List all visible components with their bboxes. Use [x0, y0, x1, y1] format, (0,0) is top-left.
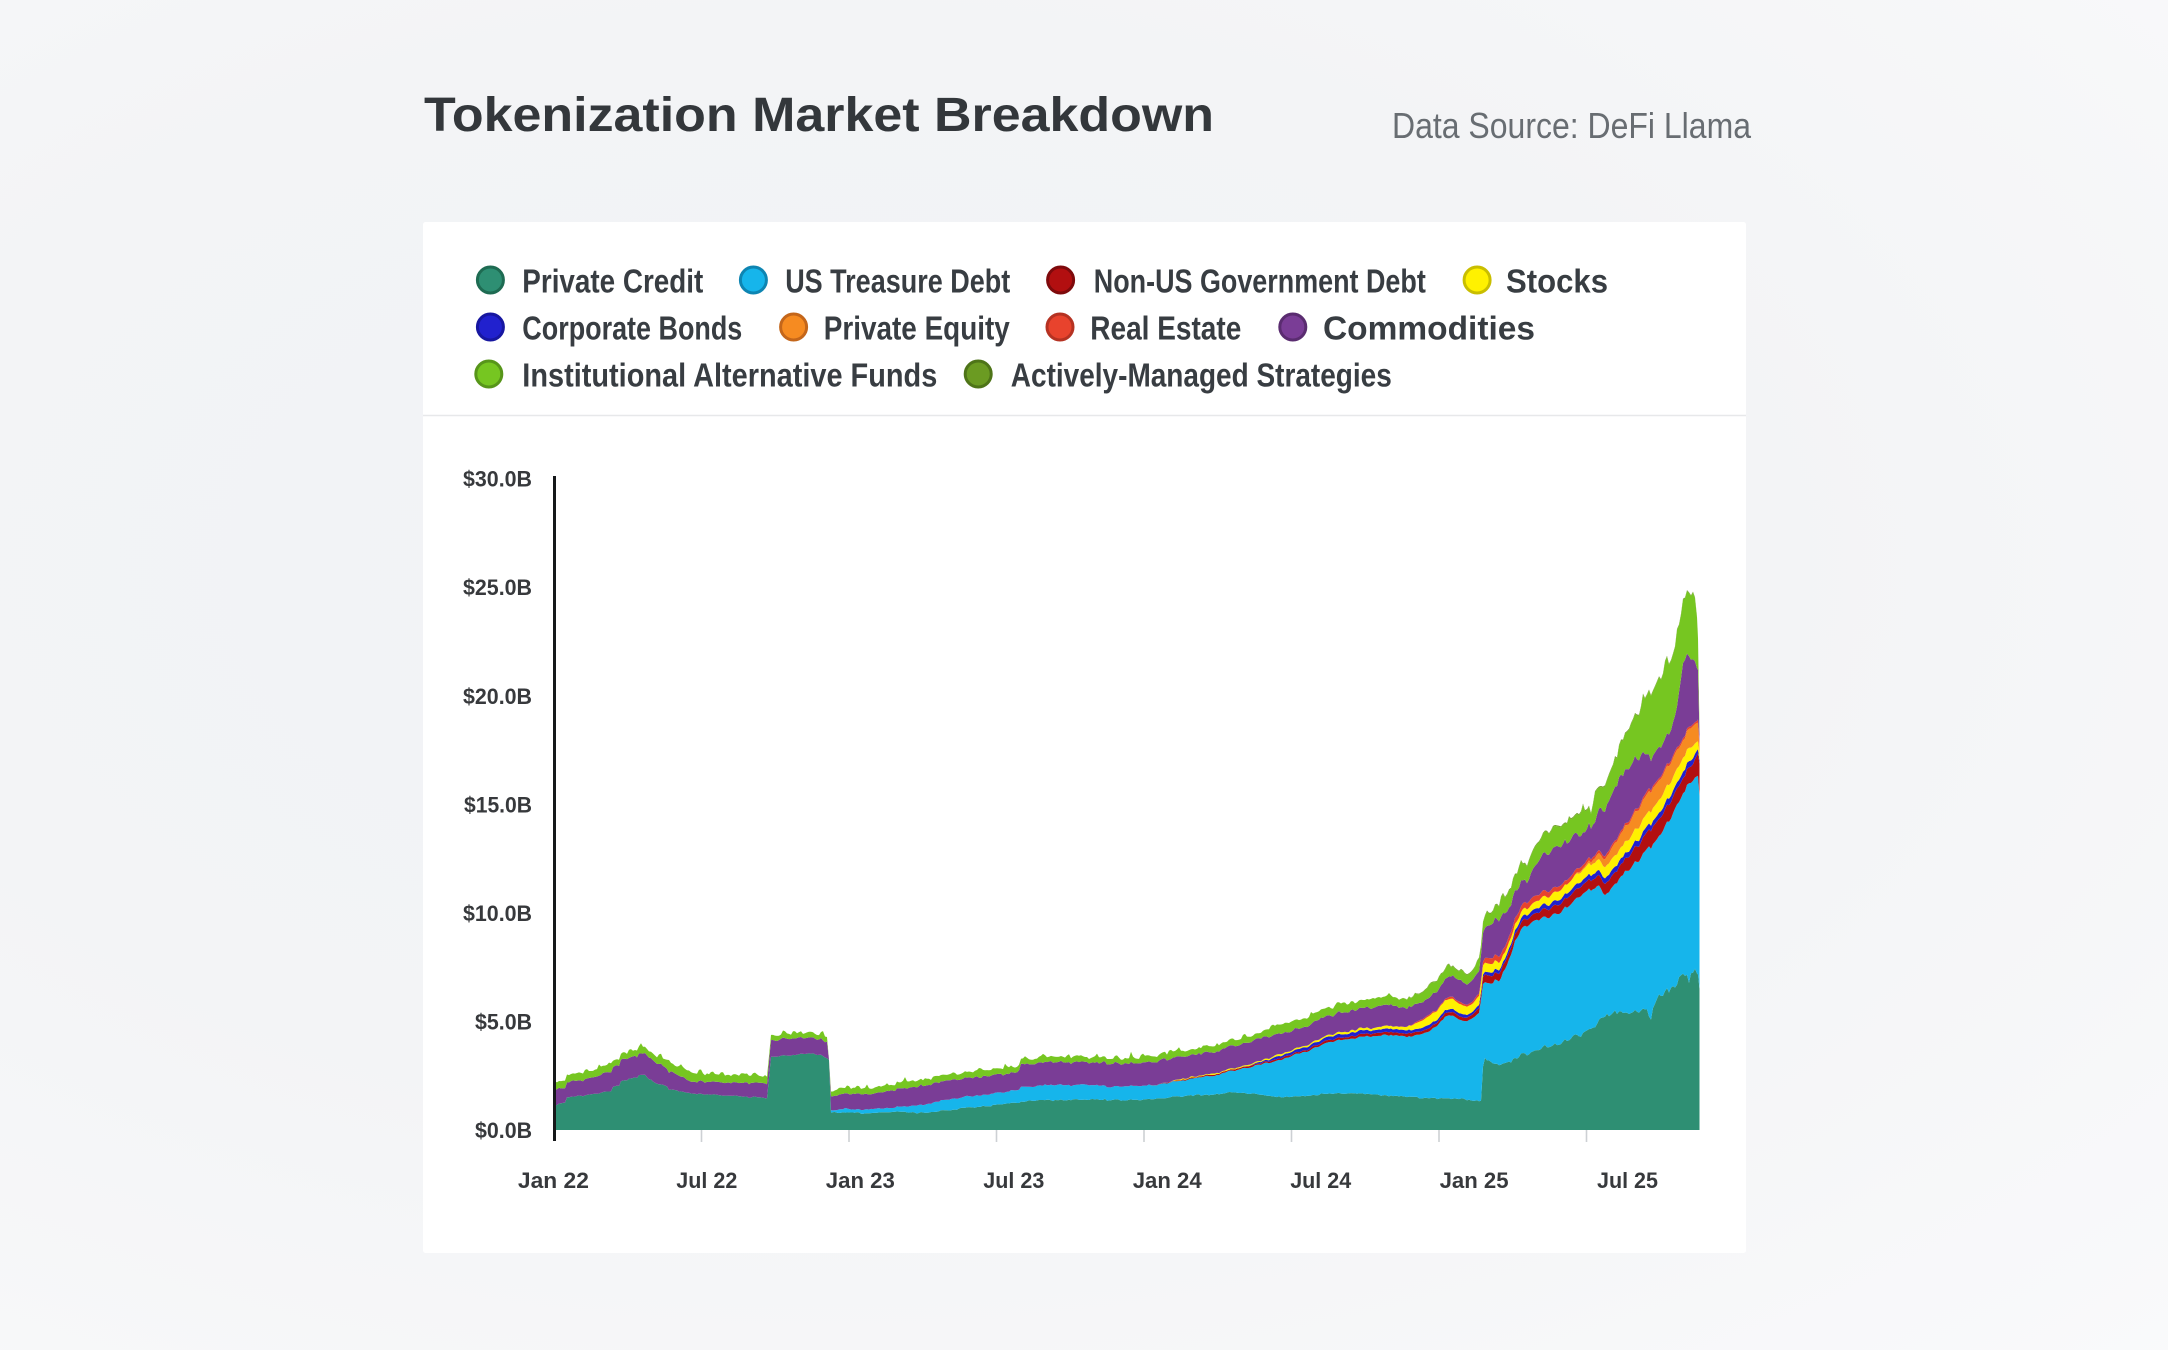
svg-text:$5.0B: $5.0B [475, 1010, 532, 1035]
svg-text:$10.0B: $10.0B [463, 901, 532, 926]
svg-text:Data Source: DeFi Llama: Data Source: DeFi Llama [1392, 105, 1752, 146]
svg-text:$0.0B: $0.0B [475, 1118, 532, 1143]
svg-text:Stocks: Stocks [1506, 263, 1608, 300]
svg-text:Non-US Government Debt: Non-US Government Debt [1094, 263, 1426, 300]
svg-text:Jan 23: Jan 23 [826, 1168, 895, 1193]
svg-text:Corporate Bonds: Corporate Bonds [522, 310, 742, 347]
svg-text:Jul 23: Jul 23 [983, 1168, 1044, 1193]
svg-text:Actively-Managed Strategies: Actively-Managed Strategies [1011, 357, 1392, 394]
svg-text:$15.0B: $15.0B [464, 792, 532, 817]
svg-text:Jan 24: Jan 24 [1133, 1168, 1202, 1193]
svg-text:Jul 25: Jul 25 [1597, 1168, 1658, 1193]
svg-text:Commodities: Commodities [1323, 310, 1535, 347]
svg-text:Private Equity: Private Equity [824, 310, 1011, 347]
svg-text:$25.0B: $25.0B [463, 575, 532, 600]
svg-text:$20.0B: $20.0B [463, 684, 532, 709]
svg-text:Private Credit: Private Credit [522, 263, 703, 300]
svg-text:US Treasure Debt: US Treasure Debt [785, 263, 1010, 300]
svg-text:Jan 25: Jan 25 [1440, 1168, 1509, 1193]
svg-text:Real Estate: Real Estate [1090, 310, 1241, 347]
svg-text:Jul 24: Jul 24 [1290, 1168, 1351, 1193]
svg-text:Tokenization Market Breakdown: Tokenization Market Breakdown [424, 89, 1214, 142]
svg-text:Institutional Alternative Fund: Institutional Alternative Funds [522, 357, 937, 394]
svg-text:$30.0B: $30.0B [463, 467, 532, 492]
svg-text:Jan 22: Jan 22 [518, 1168, 589, 1193]
svg-text:Jul 22: Jul 22 [676, 1168, 737, 1193]
